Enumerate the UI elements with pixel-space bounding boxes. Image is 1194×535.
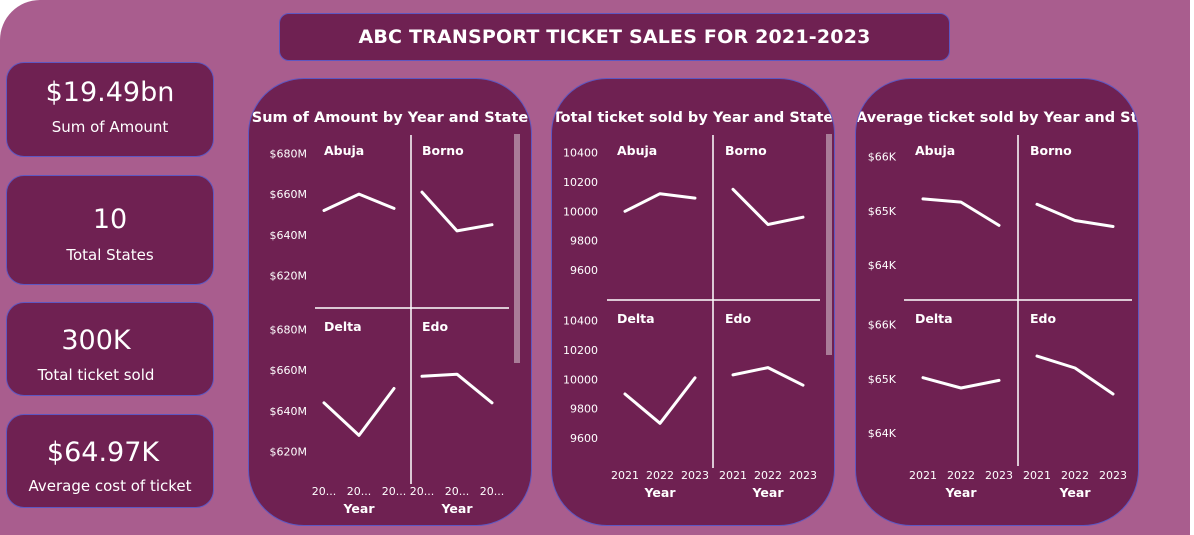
kpi-value: $19.49bn — [45, 77, 175, 108]
chart-svg: 9600 9800 10000 10200 10400 9600 9800 10000 1020… — [563, 135, 820, 500]
x-tick-label: 20... — [480, 485, 505, 498]
y-tick-label: $640M — [270, 229, 308, 242]
chart-title: Total ticket sold by Year and State — [552, 110, 834, 126]
x-tick-label: 2022 — [754, 469, 782, 482]
chart-panel-average[interactable]: Average ticket sold by Year and State $6… — [855, 78, 1139, 526]
series-line-abuja — [322, 192, 396, 212]
scrollbar-thumb[interactable] — [514, 134, 520, 363]
x-tick-label: 2021 — [719, 469, 747, 482]
chart-title: Sum of Amount by Year and State — [251, 110, 529, 126]
x-tick-label: 20... — [312, 485, 337, 498]
kpi-value: 300K — [61, 325, 131, 356]
kpi-card-sum-amount[interactable]: $19.49bn Sum of Amount — [6, 62, 214, 157]
y-tick-label: 10000 — [563, 205, 598, 218]
y-tick-label: $620M — [270, 446, 308, 459]
state-label-borno: Borno — [422, 143, 464, 158]
x-tick-label: 2021 — [611, 469, 639, 482]
x-tick-label: 2023 — [1099, 469, 1127, 482]
state-label-abuja: Abuja — [324, 143, 364, 158]
x-tick-label: 2022 — [1061, 469, 1089, 482]
state-label-edo: Edo — [422, 319, 448, 334]
state-label-abuja: Abuja — [617, 143, 657, 158]
x-tick-label: 2023 — [681, 469, 709, 482]
x-tick-label: 2021 — [1023, 469, 1051, 482]
chart-svg: $620M $640M $660M $680M $620M $640M $660M $680M… — [270, 135, 509, 516]
x-tick-label: 20... — [445, 485, 470, 498]
kpi-card-total-tickets[interactable]: 300K Total ticket sold — [6, 302, 214, 396]
x-tick-label: 2022 — [646, 469, 674, 482]
y-tick-label: $640M — [270, 405, 308, 418]
series-line-edo — [1035, 354, 1115, 396]
kpi-label: Total ticket sold — [37, 366, 155, 384]
state-label-borno: Borno — [725, 143, 767, 158]
scrollbar-thumb[interactable] — [826, 134, 832, 355]
kpi-label: Average cost of ticket — [28, 477, 192, 495]
y-tick-label: 9800 — [570, 403, 598, 416]
kpi-card-total-states[interactable]: 10 Total States — [6, 175, 214, 285]
x-axis-label: Year — [343, 501, 376, 516]
x-axis-label: Year — [1059, 485, 1092, 500]
series-line-edo — [420, 372, 494, 405]
kpi-value: 10 — [92, 204, 128, 235]
y-tick-label: $64K — [868, 259, 897, 272]
state-label-edo: Edo — [1030, 311, 1056, 326]
y-tick-label: $680M — [270, 323, 308, 336]
state-label-edo: Edo — [725, 311, 751, 326]
x-tick-label: 2021 — [909, 469, 937, 482]
y-tick-label: 9800 — [570, 235, 598, 248]
chart-panel-tickets[interactable]: Total ticket sold by Year and State 9600… — [551, 78, 835, 526]
x-axis-label: Year — [441, 501, 474, 516]
y-tick-label: $660M — [270, 364, 308, 377]
y-tick-label: $66K — [868, 151, 897, 164]
y-tick-label: 9600 — [570, 264, 598, 277]
y-tick-label: $65K — [868, 205, 897, 218]
state-label-delta: Delta — [324, 319, 362, 334]
x-tick-label: 2022 — [947, 469, 975, 482]
report-title-banner: ABC TRANSPORT TICKET SALES FOR 2021-2023 — [279, 13, 950, 61]
x-axis-label: Year — [644, 485, 677, 500]
series-line-borno — [420, 190, 494, 233]
x-tick-label: 20... — [382, 485, 407, 498]
x-axis-label: Year — [945, 485, 978, 500]
y-tick-label: $66K — [868, 319, 897, 332]
state-label-abuja: Abuja — [915, 143, 955, 158]
x-tick-label: 20... — [410, 485, 435, 498]
kpi-card-average-cost[interactable]: $64.97K Average cost of ticket — [6, 414, 214, 508]
y-tick-label: 10400 — [563, 315, 598, 328]
series-line-edo — [731, 366, 805, 387]
kpi-label: Sum of Amount — [51, 118, 169, 136]
y-tick-label: 10200 — [563, 176, 598, 189]
y-tick-label: $620M — [270, 270, 308, 283]
y-tick-label: $65K — [868, 373, 897, 386]
series-line-abuja — [921, 197, 1001, 227]
series-line-delta — [623, 376, 697, 425]
x-tick-label: 2023 — [789, 469, 817, 482]
kpi-label: Total States — [66, 246, 154, 264]
state-label-delta: Delta — [915, 311, 953, 326]
y-tick-label: 10200 — [563, 344, 598, 357]
y-tick-label: $680M — [270, 147, 308, 160]
series-line-delta — [322, 387, 396, 437]
y-tick-label: 10000 — [563, 373, 598, 386]
series-line-borno — [731, 187, 805, 226]
x-tick-label: 20... — [347, 485, 372, 498]
y-tick-label: $64K — [868, 427, 897, 440]
y-tick-label: $660M — [270, 188, 308, 201]
report-title: ABC TRANSPORT TICKET SALES FOR 2021-2023 — [358, 26, 871, 48]
state-label-delta: Delta — [617, 311, 655, 326]
chart-title: Average ticket sold by Year and State — [856, 110, 1139, 126]
x-tick-label: 2023 — [985, 469, 1013, 482]
x-axis-label: Year — [752, 485, 785, 500]
kpi-value: $64.97K — [46, 437, 160, 468]
state-label-borno: Borno — [1030, 143, 1072, 158]
series-line-abuja — [623, 192, 697, 213]
y-tick-label: 10400 — [563, 147, 598, 160]
series-line-delta — [921, 376, 1001, 390]
chart-panel-amount[interactable]: Sum of Amount by Year and State $620M $64… — [248, 78, 532, 526]
series-line-borno — [1035, 202, 1115, 228]
chart-svg: $64K $65K $66K $64K $65K $66K Abuja Borno Delta E… — [868, 135, 1132, 500]
y-tick-label: 9600 — [570, 432, 598, 445]
